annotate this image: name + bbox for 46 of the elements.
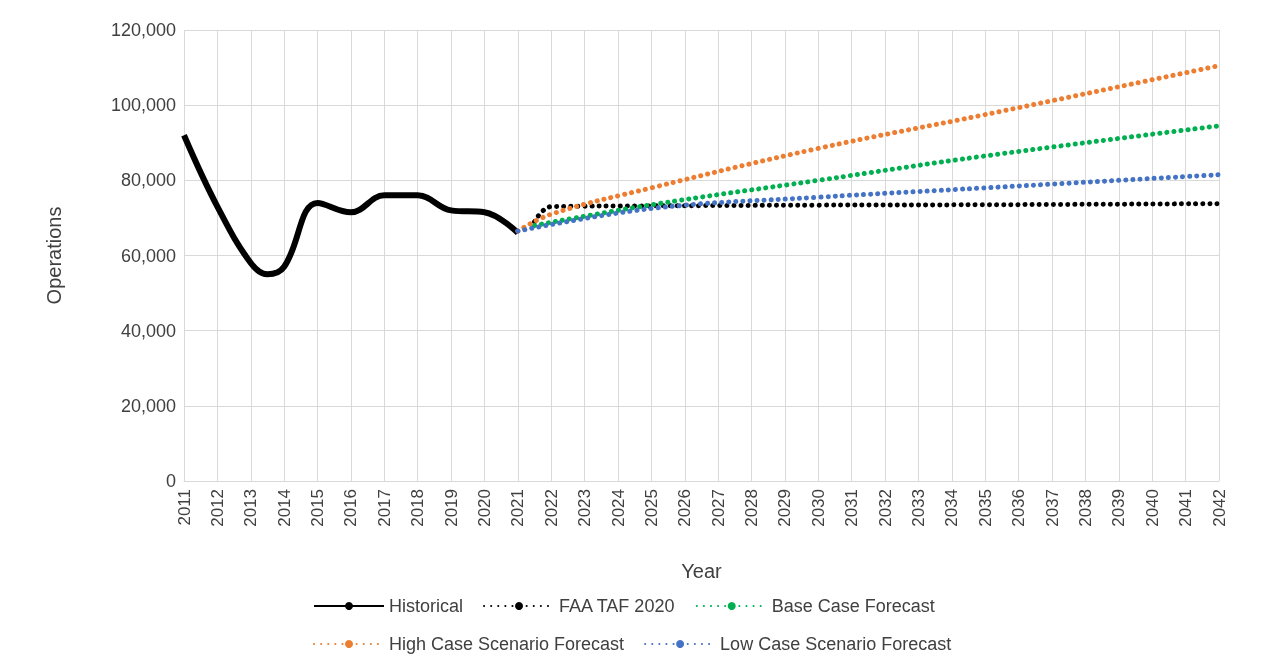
y-axis-title: Operations <box>43 206 65 305</box>
y-tick-label: 40,000 <box>120 320 176 341</box>
x-tick-label: 2027 <box>708 489 728 527</box>
x-tick-label: 2039 <box>1109 489 1129 527</box>
y-tick-label: 20,000 <box>120 395 176 416</box>
legend-label: Low Case Scenario Forecast <box>720 634 952 654</box>
legend-label: Base Case Forecast <box>771 596 935 616</box>
x-tick-label: 2036 <box>1009 489 1029 527</box>
x-tick-label: 2012 <box>207 489 227 527</box>
x-tick-label: 2033 <box>909 489 929 527</box>
y-tick-label: 60,000 <box>120 245 176 266</box>
x-tick-label: 2022 <box>541 489 561 527</box>
y-tick-label: 80,000 <box>120 170 176 191</box>
x-tick-label: 2032 <box>875 489 895 527</box>
x-tick-label: 2028 <box>742 489 762 527</box>
y-tick-label: 100,000 <box>110 95 176 116</box>
x-tick-label: 2018 <box>408 489 428 527</box>
x-tick-label: 2037 <box>1042 489 1062 527</box>
x-tick-label: 2031 <box>842 489 862 527</box>
x-tick-label: 2019 <box>441 489 461 527</box>
legend-label: Historical <box>389 596 464 616</box>
x-axis-title: Year <box>681 560 723 582</box>
y-tick-label: 0 <box>165 471 176 491</box>
x-tick-label: 2017 <box>374 489 394 527</box>
x-tick-label: 2020 <box>474 489 494 527</box>
x-tick-label: 2026 <box>675 489 695 527</box>
x-tick-label: 2040 <box>1142 489 1162 527</box>
x-tick-label: 2030 <box>808 489 828 527</box>
x-tick-label: 2042 <box>1209 489 1229 527</box>
x-tick-label: 2029 <box>775 489 795 527</box>
x-tick-label: 2023 <box>575 489 595 527</box>
legend-label: High Case Scenario Forecast <box>389 634 625 654</box>
x-tick-label: 2013 <box>241 489 261 527</box>
x-tick-label: 2015 <box>308 489 328 527</box>
legend-label: FAA TAF 2020 <box>559 596 675 616</box>
x-tick-label: 2038 <box>1075 489 1095 527</box>
x-tick-label: 2016 <box>341 489 361 527</box>
x-tick-label: 2011 <box>174 489 194 526</box>
x-tick-label: 2024 <box>608 489 628 527</box>
y-tick-label: 120,000 <box>110 20 176 40</box>
x-tick-label: 2014 <box>274 489 294 527</box>
x-tick-label: 2021 <box>508 489 528 527</box>
x-tick-label: 2035 <box>975 489 995 527</box>
x-tick-label: 2025 <box>641 489 661 527</box>
x-tick-label: 2034 <box>942 489 962 527</box>
x-tick-label: 2041 <box>1176 489 1196 527</box>
